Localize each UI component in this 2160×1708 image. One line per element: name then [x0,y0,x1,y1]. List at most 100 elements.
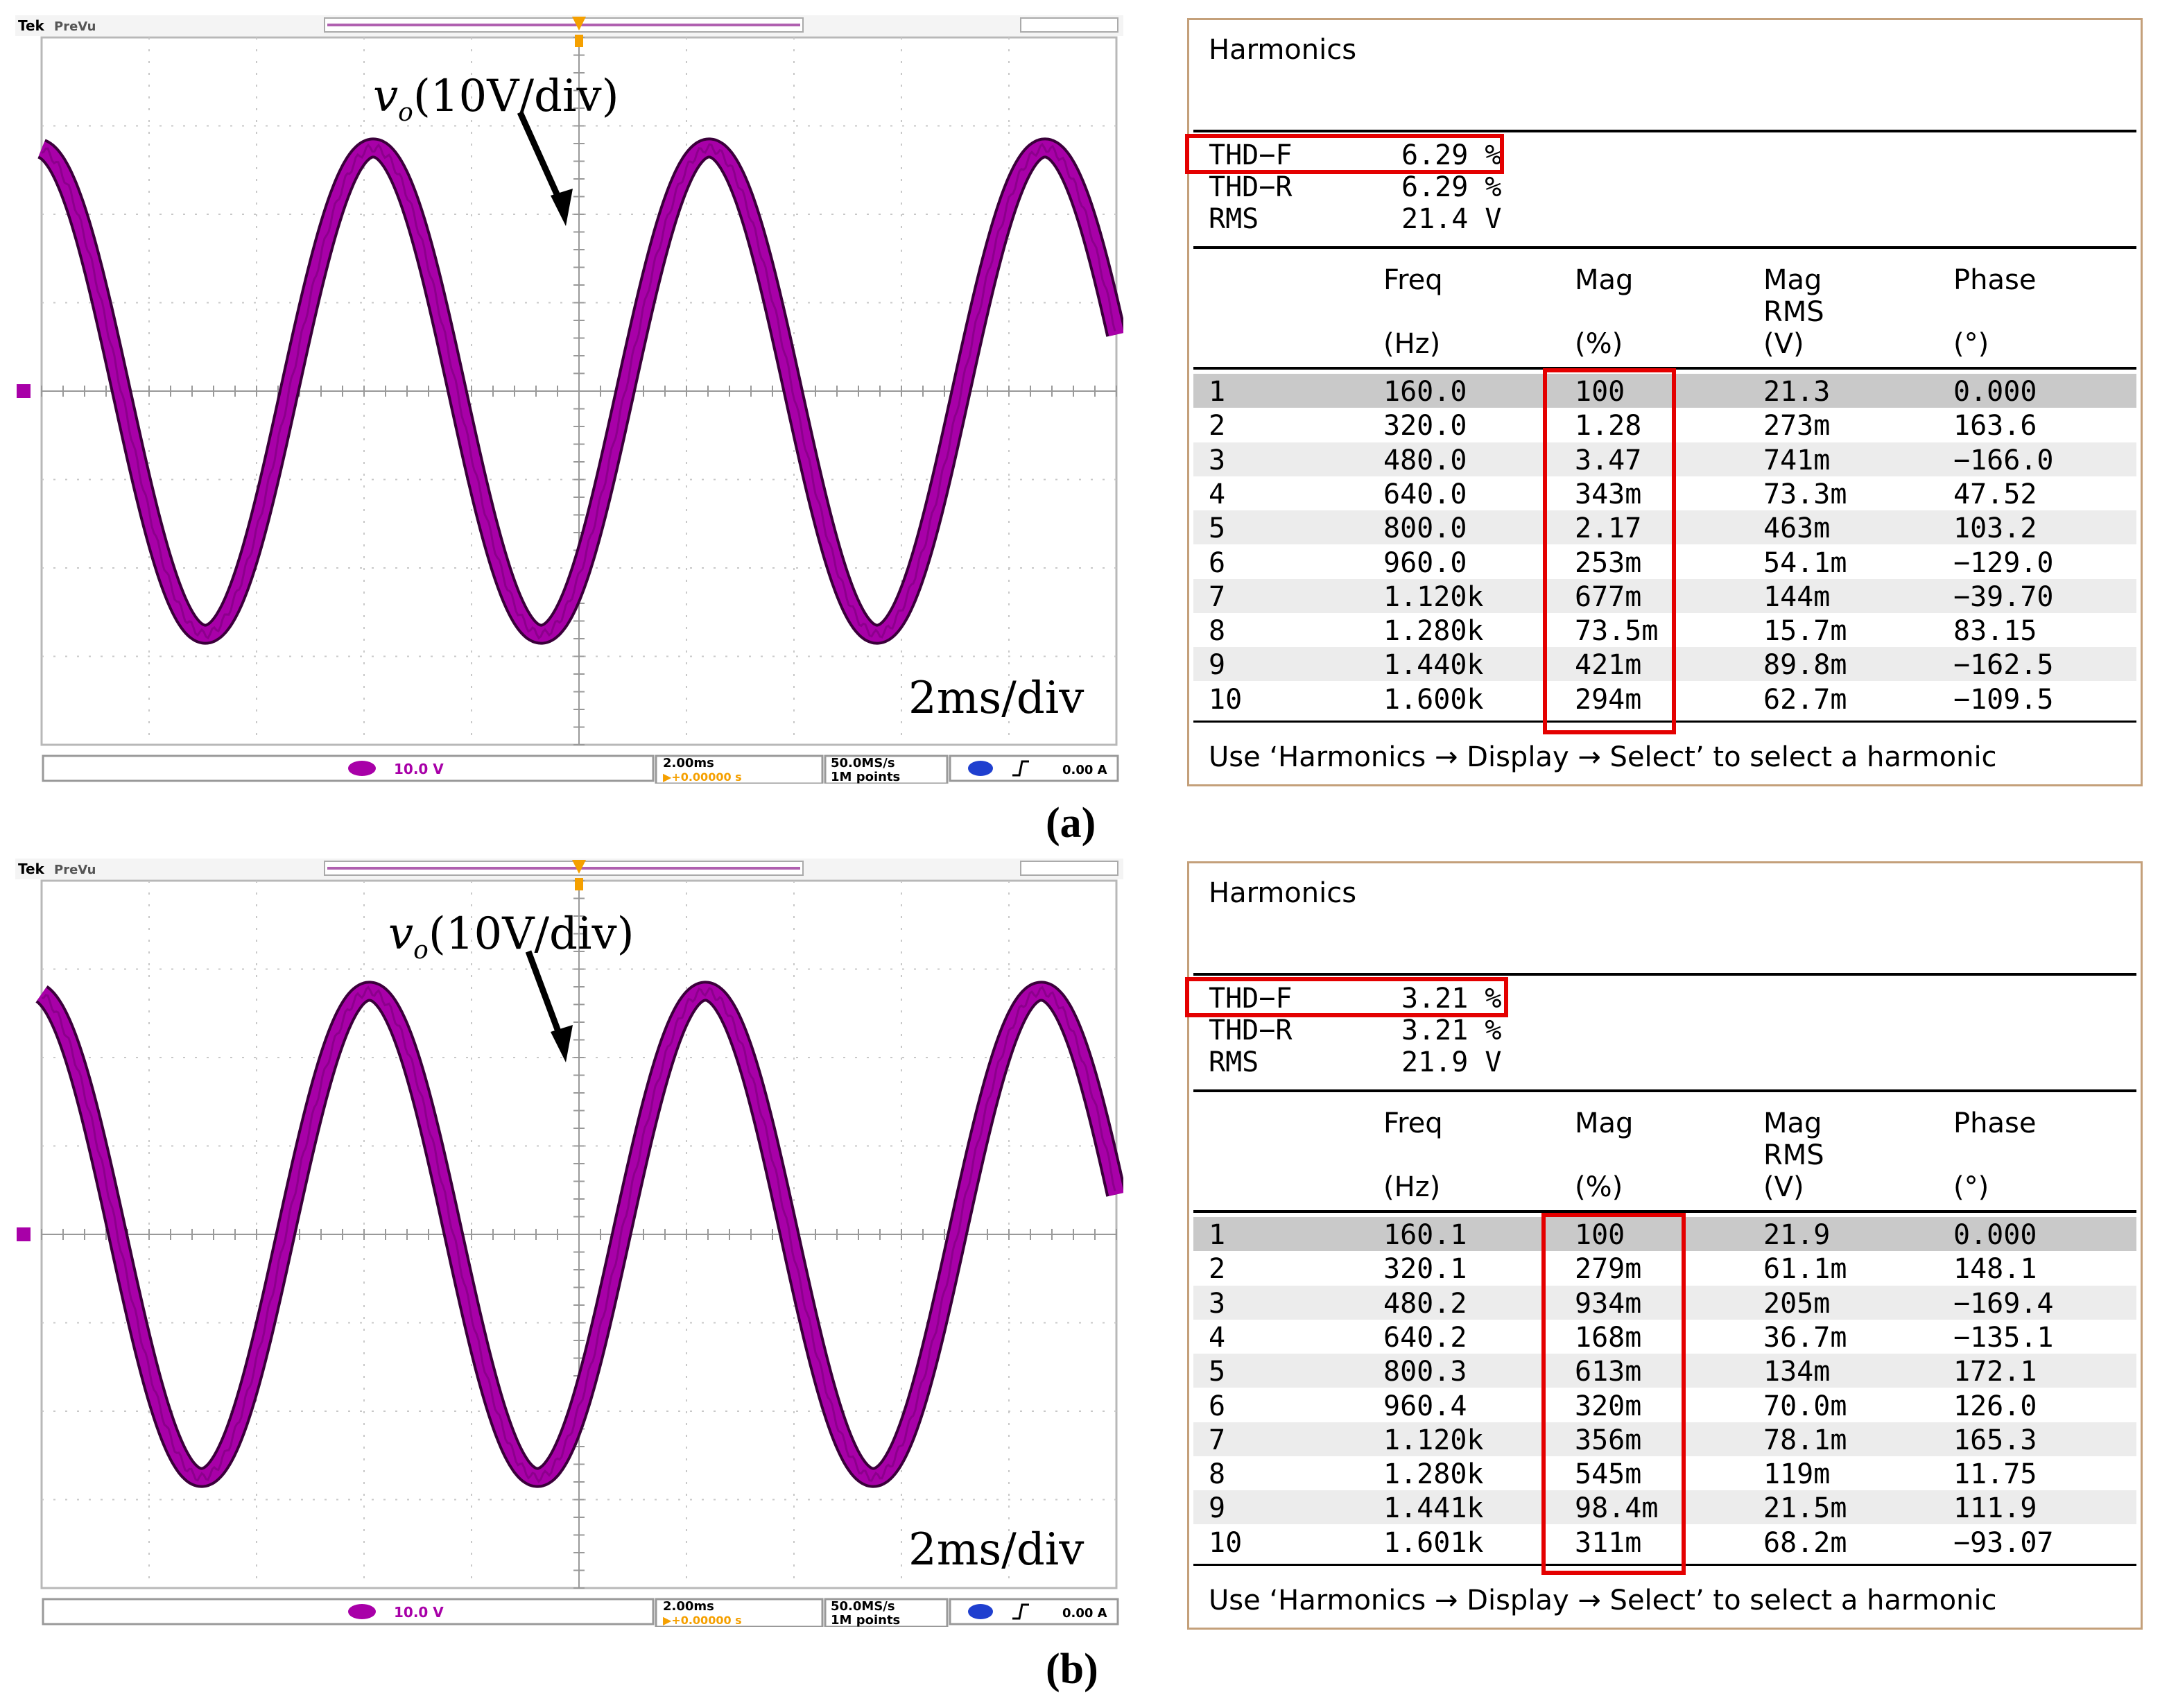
trigger-slope-icon [1012,1603,1029,1620]
cell-n: 6 [1209,1390,1226,1422]
cell-rms: 21.3 [1763,376,1831,408]
cell-phase: 172.1 [1953,1356,2037,1388]
cell-mag: 253m [1575,546,1642,579]
cell-n: 1 [1209,1219,1226,1251]
mode-label: PreVu [54,863,96,877]
table-row[interactable]: 1 160.1 100 21.9 0.000 [1193,1217,2136,1251]
table-row[interactable]: 9 1.440k 421m 89.8m −162.5 [1193,647,2136,682]
table-row[interactable]: 5 800.0 2.17 463m 103.2 [1193,510,2136,545]
divider [1193,130,2136,132]
annotation-arrow [517,111,567,209]
cell-phase: 111.9 [1953,1492,2037,1525]
cell-phase: 0.000 [1953,1219,2037,1251]
readout-value: 6.29 % [1401,139,1502,171]
cell-n: 6 [1209,546,1226,579]
cell-phase: 148.1 [1953,1253,2037,1286]
cell-phase: 165.3 [1953,1424,2037,1456]
panel-title: Harmonics [1209,34,1357,66]
table-row[interactable]: 3 480.2 934m 205m −169.4 [1193,1285,2136,1320]
thd-r-readout: THD−R 3.21 % [1209,1015,1502,1046]
cell-freq: 800.0 [1383,512,1467,545]
cell-mag: 934m [1575,1287,1642,1320]
annotation-arrow [525,950,567,1046]
table-row[interactable]: 8 1.280k 545m 119m 11.75 [1193,1456,2136,1491]
cell-rms: 273m [1763,410,1831,442]
trigger-source-icon [968,1604,993,1619]
cell-n: 4 [1209,478,1226,510]
channel-1-marker[interactable] [17,1227,31,1241]
cell-phase: −39.70 [1953,580,2054,613]
channel-readout-box[interactable] [42,1598,655,1625]
table-row[interactable]: 4 640.2 168m 36.7m −135.1 [1193,1319,2136,1354]
table-row[interactable]: 7 1.120k 677m 144m −39.70 [1193,578,2136,613]
sample-rate-readout: 50.0MS/s [831,756,895,770]
harmonics-panel-a: Harmonics THD−F 6.29 % THD−R 6.29 % RMS 21.4 V… [1185,18,2143,786]
acquisition-box[interactable] [824,754,949,784]
cell-n: 3 [1209,1287,1226,1320]
column-header: Freq [1383,1107,1443,1139]
cell-mag: 2.17 [1575,512,1642,545]
table-row[interactable]: 8 1.280k 73.5m 15.7m 83.15 [1193,613,2136,648]
cell-phase: 126.0 [1953,1390,2037,1422]
channel-1-marker[interactable] [17,384,31,398]
column-header: Mag [1763,264,1822,296]
thd-f-highlight [1185,977,1508,1017]
table-row[interactable]: 6 960.0 253m 54.1m −129.0 [1193,544,2136,579]
mode-label: PreVu [54,19,96,34]
timebase-readout: 2.00ms [663,756,714,770]
cell-freq: 640.2 [1383,1321,1467,1354]
cell-n: 8 [1209,1458,1226,1491]
cell-mag: 1.28 [1575,410,1642,442]
table-row[interactable]: 3 480.0 3.47 741m −166.0 [1193,442,2136,476]
trigger-position-marker[interactable] [572,17,586,31]
thd-f-highlight [1185,134,1504,174]
table-row[interactable]: 10 1.601k 311m 68.2m −93.07 [1193,1524,2136,1559]
cell-phase: 11.75 [1953,1458,2037,1491]
cell-rms: 36.7m [1763,1321,1847,1354]
timebase-readout: 2.00ms [663,1599,714,1614]
table-row[interactable]: 10 1.600k 294m 62.7m −109.5 [1193,681,2136,716]
ch1-scale-readout: 10.0 V [394,1604,444,1621]
thd-f-readout: THD−F 6.29 % [1209,139,1502,171]
sample-rate-readout: 50.0MS/s [831,1599,895,1614]
cell-mag: 279m [1575,1253,1642,1286]
cell-n: 2 [1209,410,1226,442]
panel-label-b: (b) [1046,1646,1098,1693]
cell-mag: 311m [1575,1526,1642,1559]
table-row[interactable]: 2 320.0 1.28 273m 163.6 [1193,408,2136,442]
help-note: Use ‘Harmonics → Display → Select’ to se… [1209,741,1997,773]
delay-readout: ▶+0.00000 s [663,1614,742,1627]
cell-n: 10 [1209,1526,1243,1559]
cell-mag: 73.5m [1575,615,1659,648]
brand-label: Tek [18,17,45,34]
table-row[interactable]: 1 160.0 100 21.3 0.000 [1193,374,2136,408]
cell-mag: 3.47 [1575,444,1642,476]
table-row[interactable]: 7 1.120k 356m 78.1m 165.3 [1193,1422,2136,1456]
table-row[interactable]: 9 1.441k 98.4m 21.5m 111.9 [1193,1490,2136,1525]
cell-n: 1 [1209,376,1226,408]
cell-freq: 1.120k [1383,1424,1484,1456]
column-header: (V) [1763,1171,1804,1203]
timebase-box[interactable] [655,1598,824,1627]
cell-freq: 160.1 [1383,1219,1467,1251]
table-row[interactable]: 5 800.3 613m 134m 172.1 [1193,1354,2136,1388]
cell-freq: 320.0 [1383,410,1467,442]
readout-value: 3.21 % [1401,983,1502,1015]
cell-rms: 119m [1763,1458,1831,1491]
table-row[interactable]: 2 320.1 279m 61.1m 148.1 [1193,1251,2136,1286]
readout-label: THD−R [1209,171,1293,203]
timebase-box[interactable] [655,754,824,784]
cell-n: 7 [1209,580,1226,613]
trigger-level-readout: 0.00 A [1062,1606,1107,1621]
cell-freq: 480.0 [1383,444,1467,476]
cell-phase: −109.5 [1953,683,2054,716]
trigger-position-marker[interactable] [572,860,586,874]
cell-phase: 103.2 [1953,512,2037,545]
table-row[interactable]: 4 640.0 343m 73.3m 47.52 [1193,476,2136,510]
readout-label: THD−R [1209,1015,1293,1046]
cell-phase: 163.6 [1953,410,2037,442]
table-row[interactable]: 6 960.4 320m 70.0m 126.0 [1193,1388,2136,1422]
cell-mag: 545m [1575,1458,1642,1491]
cell-n: 5 [1209,512,1226,545]
acquisition-box[interactable] [824,1598,949,1627]
